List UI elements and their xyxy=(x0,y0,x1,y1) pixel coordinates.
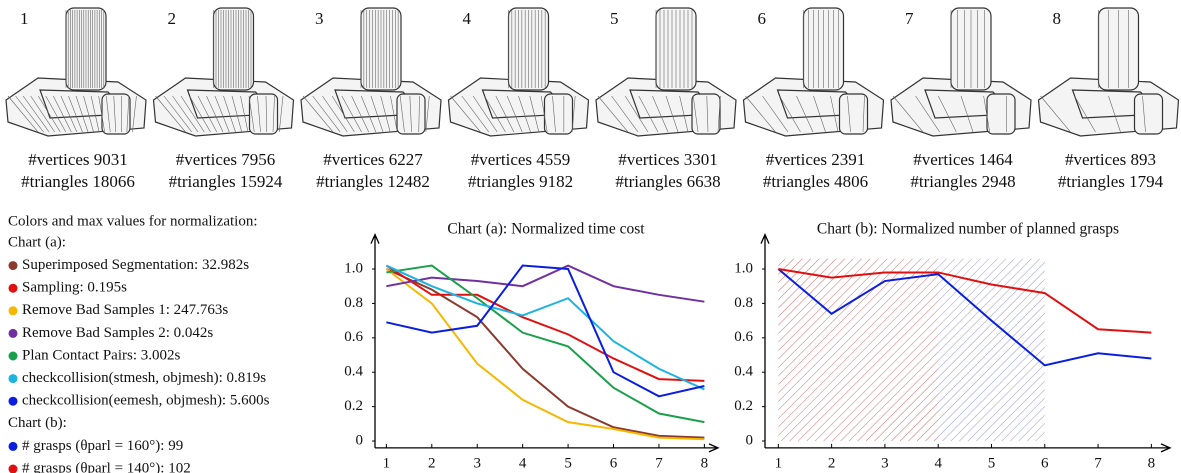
y-tick-label: 0 xyxy=(356,432,364,448)
y-tick-label: 0.6 xyxy=(734,329,753,345)
series-line xyxy=(386,266,704,423)
mesh-vertices: #vertices 9031 xyxy=(28,150,128,169)
legend-swatch xyxy=(9,374,18,383)
mesh-triangles: #triangles 18066 xyxy=(21,172,135,191)
mesh-vertices: #vertices 4559 xyxy=(471,150,571,169)
x-tick-label: 8 xyxy=(1148,455,1156,471)
y-tick-label: 0.2 xyxy=(734,398,753,414)
legend-label: # grasps (θparl = 160°): 99 xyxy=(22,438,183,454)
mesh-index: 3 xyxy=(315,9,324,28)
mesh-index: 2 xyxy=(168,9,177,28)
legend-label: checkcollision(eemesh, objmesh): 5.600s xyxy=(22,393,270,409)
mesh-index: 6 xyxy=(758,9,767,28)
legend-swatch xyxy=(9,352,18,361)
x-tick-label: 7 xyxy=(1094,455,1102,471)
mesh-vertices: #vertices 893 xyxy=(1065,150,1156,169)
mesh-triangles: #triangles 1794 xyxy=(1058,172,1164,191)
x-tick-label: 8 xyxy=(701,455,709,471)
mesh-vertices: #vertices 2391 xyxy=(766,150,866,169)
x-axis xyxy=(375,444,718,452)
legend-swatch xyxy=(9,329,18,338)
mesh-triangles: #triangles 4806 xyxy=(763,172,868,191)
mesh-triangles: #triangles 15924 xyxy=(169,172,283,191)
legend-swatch xyxy=(9,284,18,293)
y-tick-label: 0.4 xyxy=(344,364,363,380)
shaded-region xyxy=(778,259,938,441)
legend-swatch xyxy=(9,306,18,315)
mesh-vertices: #vertices 6227 xyxy=(323,150,423,169)
mesh-triangles: #triangles 6638 xyxy=(615,172,720,191)
legend-label: Superimposed Segmentation: 32.982s xyxy=(22,257,249,273)
shaded-region xyxy=(938,259,1045,441)
x-axis xyxy=(765,444,1170,452)
chart-title: Chart (b): Normalized number of planned … xyxy=(817,221,1119,238)
figure: Colors and max values for normalization:… xyxy=(0,0,1181,473)
x-tick-label: 3 xyxy=(881,455,889,471)
y-tick-label: 1.0 xyxy=(344,260,363,276)
x-tick-label: 6 xyxy=(1041,455,1049,471)
mesh-cylinder xyxy=(102,94,130,134)
y-tick-label: 0 xyxy=(746,432,754,448)
x-tick-label: 4 xyxy=(519,455,527,471)
legend-swatch xyxy=(9,465,18,473)
x-tick-label: 1 xyxy=(383,455,391,471)
legend-swatch xyxy=(9,442,18,451)
x-tick-label: 6 xyxy=(610,455,618,471)
y-axis xyxy=(371,235,379,448)
legend-label: # grasps (θparl = 140°): 102 xyxy=(22,460,191,473)
mesh-vertices: #vertices 1464 xyxy=(913,150,1013,169)
mesh-index: 4 xyxy=(463,9,472,28)
y-tick-label: 1.0 xyxy=(734,260,753,276)
legend-label: Plan Contact Pairs: 3.002s xyxy=(22,347,180,363)
mesh-triangles: #triangles 9182 xyxy=(468,172,573,191)
mesh-cylinder xyxy=(692,94,720,134)
legend-title: Chart (a): xyxy=(8,234,66,250)
y-tick-label: 0.6 xyxy=(344,329,363,345)
x-tick-label: 1 xyxy=(775,455,783,471)
mesh-cylinder xyxy=(987,94,1015,134)
legend-swatch xyxy=(9,261,18,270)
series-line xyxy=(386,266,704,397)
legend-swatch xyxy=(9,397,18,406)
mesh-index: 5 xyxy=(610,9,619,28)
y-tick-label: 0.4 xyxy=(734,364,753,380)
legend-label: Sampling: 0.195s xyxy=(22,280,127,296)
legend-label: Remove Bad Samples 1: 247.763s xyxy=(22,302,228,318)
mesh-index: 8 xyxy=(1053,9,1062,28)
mesh-cylinder xyxy=(1135,94,1163,134)
y-axis xyxy=(761,235,769,448)
chart-title: Chart (a): Normalized time cost xyxy=(447,221,645,238)
mesh-triangles: #triangles 12482 xyxy=(316,172,430,191)
mesh-triangles: #triangles 2948 xyxy=(910,172,1015,191)
x-tick-label: 2 xyxy=(828,455,836,471)
y-tick-label: 0.2 xyxy=(344,398,363,414)
series-line xyxy=(386,266,704,381)
x-tick-label: 3 xyxy=(473,455,481,471)
mesh-vertices: #vertices 7956 xyxy=(176,150,276,169)
mesh-vertices: #vertices 3301 xyxy=(618,150,718,169)
x-tick-label: 5 xyxy=(988,455,996,471)
y-tick-label: 0.8 xyxy=(734,295,753,311)
legend-label: Remove Bad Samples 2: 0.042s xyxy=(22,325,213,341)
y-tick-label: 0.8 xyxy=(344,295,363,311)
x-tick-label: 4 xyxy=(934,455,942,471)
mesh-index: 7 xyxy=(905,9,914,28)
mesh-index: 1 xyxy=(20,9,29,28)
legend-label: checkcollision(stmesh, objmesh): 0.819s xyxy=(22,370,266,386)
series-line xyxy=(386,266,704,302)
mesh-cylinder xyxy=(545,94,573,134)
x-tick-label: 2 xyxy=(428,455,436,471)
series-line xyxy=(386,266,704,390)
legend-title: Chart (b): xyxy=(8,415,67,431)
x-tick-label: 7 xyxy=(655,455,663,471)
x-tick-label: 5 xyxy=(564,455,572,471)
legend-heading: Colors and max values for normalization: xyxy=(8,213,258,229)
